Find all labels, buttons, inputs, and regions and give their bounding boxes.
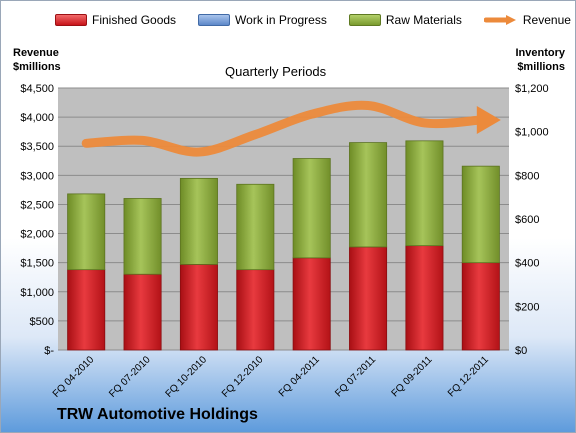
- company-title: TRW Automotive Holdings: [57, 406, 258, 423]
- raw-materials-swatch: [348, 14, 381, 26]
- right-axis-title-line-1: Inventory: [515, 47, 565, 59]
- left-tick-label: $3,500: [20, 141, 54, 153]
- x-tick-label: FQ 10-2010: [164, 354, 210, 400]
- bar-finished-goods: [236, 269, 275, 351]
- right-tick-label: $1,000: [515, 127, 549, 139]
- x-tick-label: FQ 12-2010: [220, 354, 266, 400]
- revenue-series: [81, 100, 501, 157]
- bar-finished-goods: [349, 246, 388, 351]
- right-tick-label: $1,200: [515, 83, 549, 95]
- left-tick-label: $-: [44, 345, 54, 357]
- left-tick-label: $4,000: [20, 112, 54, 124]
- bar-raw-materials: [349, 142, 388, 248]
- bar-finished-goods: [123, 273, 162, 351]
- bar-raw-materials: [405, 140, 444, 247]
- right-axis-title: Inventory $millions: [515, 46, 565, 74]
- work-in-progress-swatch: [198, 14, 231, 26]
- bar-raw-materials: [461, 165, 500, 264]
- x-tick-label: FQ 12-2011: [446, 354, 491, 399]
- left-tick-label: $500: [30, 316, 54, 328]
- x-axis-ticks: FQ 04-2010 FQ 07-2010 FQ 10-2010 FQ 12-2010…: [51, 354, 491, 400]
- left-axis-title-line-1: Revenue: [13, 47, 59, 59]
- x-tick-label: FQ 09-2011: [390, 354, 435, 399]
- revenue-arrowhead: [476, 106, 501, 135]
- bar-raw-materials: [179, 177, 218, 265]
- legend-label-work-in-progress: Work in Progress: [235, 13, 327, 27]
- right-tick-label: $200: [515, 301, 539, 313]
- legend-item-work-in-progress: Work in Progress: [198, 13, 327, 27]
- left-tick-label: $4,500: [20, 83, 54, 95]
- revenue-arrow-icon: [483, 15, 516, 25]
- left-tick-label: $1,500: [20, 258, 54, 270]
- right-tick-label: $600: [515, 214, 539, 226]
- right-axis-ticks: $0 $200 $400 $600 $800 $1,000 $1,200: [515, 83, 549, 357]
- bar-raw-materials: [292, 158, 331, 259]
- chart-subtitle: Quarterly Periods: [225, 64, 327, 79]
- legend: Finished Goods Work in Progress Raw Mate…: [55, 13, 575, 27]
- left-tick-label: $3,000: [20, 170, 54, 182]
- finished-goods-swatch: [55, 14, 87, 26]
- left-axis-title-line-2: $millions: [13, 61, 61, 73]
- bar-finished-goods: [179, 264, 218, 351]
- bar-finished-goods: [461, 262, 500, 351]
- right-tick-label: $0: [515, 345, 527, 357]
- bar-raw-materials: [123, 198, 162, 275]
- bars: [67, 140, 500, 351]
- right-tick-label: $400: [515, 258, 539, 270]
- x-tick-label: FQ 04-2011: [277, 354, 322, 399]
- right-tick-label: $800: [515, 170, 539, 182]
- bar-finished-goods: [292, 257, 331, 351]
- legend-item-raw-materials: Raw Materials: [348, 13, 462, 27]
- left-tick-label: $1,000: [20, 287, 54, 299]
- left-axis-ticks: $- $500 $1,000 $1,500 $2,000 $2,500 $3,000 $3,5…: [20, 83, 54, 357]
- bar-raw-materials: [67, 193, 106, 271]
- right-axis-title-line-2: $millions: [517, 61, 565, 73]
- x-tick-label: FQ 07-2010: [107, 354, 153, 400]
- bar-raw-materials: [236, 183, 275, 271]
- x-tick-label: FQ 07-2011: [333, 354, 378, 399]
- x-tick-label: FQ 04-2010: [51, 354, 97, 400]
- bar-finished-goods: [67, 269, 106, 351]
- left-axis-title: Revenue $millions: [13, 46, 61, 74]
- left-tick-label: $2,000: [20, 229, 54, 241]
- legend-label-revenue: Revenue: [522, 13, 571, 27]
- legend-label-raw-materials: Raw Materials: [385, 13, 462, 27]
- left-tick-label: $2,500: [20, 199, 54, 211]
- legend-item-revenue: Revenue: [483, 13, 571, 27]
- legend-item-finished-goods: Finished Goods: [55, 13, 176, 27]
- bar-finished-goods: [405, 245, 444, 351]
- legend-label-finished-goods: Finished Goods: [92, 13, 177, 27]
- revenue-line: [81, 100, 486, 157]
